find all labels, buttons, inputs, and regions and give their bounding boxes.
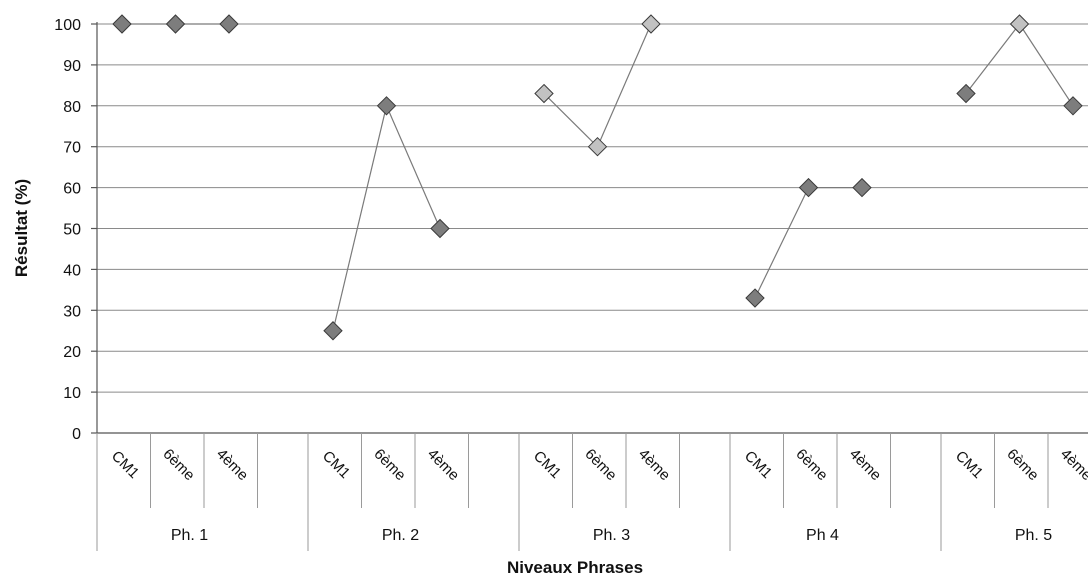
x-group-label: Ph. 1: [171, 527, 208, 544]
x-group-label: Ph 4: [806, 527, 839, 544]
y-tick-label: 80: [63, 99, 81, 116]
data-point: [323, 321, 343, 341]
x-category-label: CM1: [319, 448, 353, 482]
data-point: [587, 136, 608, 157]
y-tick-label: 90: [63, 58, 81, 75]
x-group-label: Ph. 3: [593, 527, 630, 544]
y-tick-label: 100: [54, 17, 81, 34]
series-line-segment: [385, 105, 441, 229]
y-tick-label: 40: [63, 262, 81, 279]
gridlines: [97, 23, 1088, 393]
data-points: [112, 14, 1083, 341]
y-tick-labels: 0 10 20 30 40 50 60 70 80 90 100: [54, 17, 81, 443]
series-line-segment: [1018, 23, 1074, 107]
data-point: [534, 83, 554, 104]
x-category-label: 4ème: [213, 446, 252, 485]
data-point: [641, 14, 661, 34]
x-axis-title: Niveaux Phrases: [507, 558, 643, 577]
y-tick-label: 70: [63, 140, 81, 157]
series-lines: [122, 23, 1074, 331]
x-group-labels: Ph. 1 Ph. 2 Ph. 3 Ph 4 Ph. 5: [171, 527, 1052, 544]
data-point: [376, 96, 397, 116]
x-category-label: CM1: [741, 448, 775, 482]
x-category-label: CM1: [108, 448, 142, 482]
x-category-label: 4ème: [635, 446, 674, 485]
series-line-segment: [543, 93, 598, 148]
y-tick-label: 20: [63, 344, 81, 361]
y-tick-label: 10: [63, 385, 81, 402]
data-point: [1009, 14, 1030, 34]
x-category-label: 6ème: [370, 446, 409, 485]
data-point: [956, 83, 976, 104]
data-point: [798, 177, 819, 198]
data-point: [165, 14, 186, 34]
data-point: [219, 14, 239, 34]
x-group-label: Ph. 5: [1015, 527, 1052, 544]
x-category-label: 6ème: [1003, 446, 1042, 485]
series-line-segment: [754, 187, 810, 299]
x-category-label: 6ème: [159, 446, 198, 485]
data-point: [430, 218, 450, 239]
y-tick-label: 60: [63, 181, 81, 198]
data-point: [112, 14, 132, 34]
y-axis-title: Résultat (%): [12, 179, 31, 277]
series-line-segment: [596, 23, 652, 147]
x-category-label: 6ème: [792, 446, 831, 485]
y-tick-label: 30: [63, 303, 81, 320]
data-point: [1063, 96, 1083, 116]
series-line-segment: [965, 23, 1020, 94]
series-line-segment: [332, 105, 388, 331]
axes: [91, 22, 1088, 551]
x-category-label: 4ème: [1057, 446, 1088, 485]
data-point: [852, 177, 872, 198]
y-tick-label: 50: [63, 222, 81, 239]
data-point: [745, 288, 765, 308]
x-group-label: Ph. 2: [382, 527, 419, 544]
x-category-label: 4ème: [846, 446, 885, 485]
x-category-label: 4ème: [424, 446, 463, 485]
x-category-label: CM1: [952, 448, 986, 482]
x-category-label: 6ème: [581, 446, 620, 485]
x-category-label: CM1: [530, 448, 564, 482]
y-tick-label: 0: [72, 426, 81, 443]
